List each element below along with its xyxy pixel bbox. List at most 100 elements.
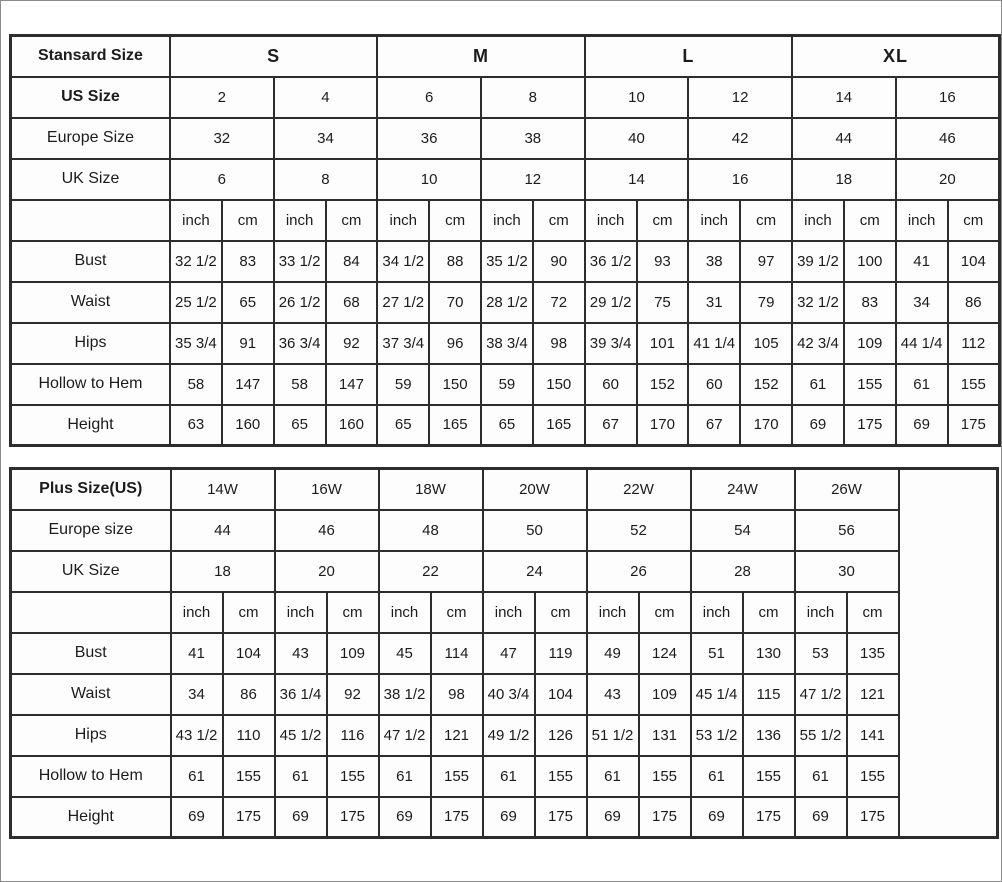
value-cell: 116 [325, 713, 380, 757]
unit-cm: cm [845, 590, 900, 634]
value-cell: 155 [637, 754, 692, 798]
size-group-m: M [376, 34, 586, 78]
value-cell: 110 [221, 713, 276, 757]
value-cell: 16W [273, 467, 380, 511]
value-cell: 135 [845, 631, 900, 675]
value-cell: 41 1/4 [687, 321, 742, 365]
table-row: Plus Size(US) 14W 16W 18W 20W 22W 24W 26W [9, 467, 999, 839]
value-cell: 58 [168, 362, 223, 406]
value-cell: 38 3/4 [479, 321, 534, 365]
value-cell: 175 [845, 795, 900, 839]
value-cell: 155 [221, 754, 276, 798]
size-group-l: L [583, 34, 793, 78]
table-row: US Size 2 4 6 8 10 12 14 16 [9, 75, 1001, 119]
value-cell: 175 [429, 795, 484, 839]
value-cell: 69 [894, 403, 949, 447]
value-cell: 124 [637, 631, 692, 675]
value-cell: 155 [946, 362, 1001, 406]
table-row: Europe Size 32 34 36 38 40 42 44 46 [9, 116, 1001, 160]
value-cell: 26 1/2 [272, 280, 327, 324]
value-cell: 69 [273, 795, 328, 839]
table-row: Europe size 44 46 48 50 52 54 56 [9, 508, 998, 552]
value-cell: 14W [169, 467, 276, 511]
standard-size-table: Stansard Size S M L XL US Size 2 4 6 8 10 12 14 16 Eur… [9, 34, 1001, 447]
value-cell: 25 1/2 [168, 280, 223, 324]
value-cell: 165 [531, 403, 586, 447]
table-row: Height 69 175 69 175 69 175 69 175 69 175 69 175 69 17… [9, 795, 998, 839]
value-cell: 39 3/4 [583, 321, 638, 365]
value-cell: 14 [790, 75, 897, 119]
value-cell: 98 [429, 672, 484, 716]
value-cell: 59 [376, 362, 431, 406]
empty-corner-cell [9, 590, 172, 634]
value-cell: 40 3/4 [481, 672, 536, 716]
value-cell: 86 [946, 280, 1001, 324]
value-cell: 83 [220, 239, 275, 283]
value-cell: 39 1/2 [790, 239, 845, 283]
value-cell: 32 1/2 [168, 239, 223, 283]
unit-inch: inch [687, 198, 742, 242]
value-cell: 10 [376, 157, 482, 201]
value-cell: 40 [583, 116, 690, 160]
empty-right-cell [897, 467, 999, 839]
value-cell: 38 1/2 [377, 672, 432, 716]
value-cell: 49 [585, 631, 640, 675]
value-cell: 104 [946, 239, 1001, 283]
value-cell: 44 [790, 116, 897, 160]
value-cell: 48 [377, 508, 484, 552]
value-cell: 12 [479, 157, 586, 201]
value-cell: 121 [429, 713, 484, 757]
value-cell: 150 [531, 362, 586, 406]
table-row: Hips 35 3/4 91 36 3/4 92 37 3/4 96 38 3/4 98 39 3… [9, 321, 1001, 365]
value-cell: 61 [894, 362, 949, 406]
value-cell: 16 [687, 157, 793, 201]
row-label-height: Height [9, 795, 172, 839]
table-row: UK Size 18 20 22 24 26 28 30 [9, 549, 998, 593]
value-cell: 65 [479, 403, 534, 447]
value-cell: 175 [533, 795, 588, 839]
table-row: Hips 43 1/2 110 45 1/2 116 47 1/2 121 49 1/2 126… [9, 713, 998, 757]
value-cell: 69 [585, 795, 640, 839]
unit-inch: inch [793, 590, 848, 634]
value-cell: 28 1/2 [479, 280, 534, 324]
plus-size-table: Plus Size(US) 14W 16W 18W 20W 22W 24W 26W Europe… [9, 467, 999, 839]
value-cell: 175 [741, 795, 796, 839]
value-cell: 72 [531, 280, 586, 324]
value-cell: 45 1/4 [689, 672, 744, 716]
value-cell: 36 1/2 [583, 239, 638, 283]
value-cell: 152 [635, 362, 690, 406]
value-cell: 18W [377, 467, 484, 511]
value-cell: 10 [583, 75, 690, 119]
unit-cm: cm [637, 590, 692, 634]
value-cell: 20 [894, 157, 1001, 201]
value-cell: 112 [946, 321, 1001, 365]
value-cell: 91 [220, 321, 275, 365]
value-cell: 105 [739, 321, 793, 365]
value-cell: 34 [894, 280, 949, 324]
value-cell: 22W [585, 467, 692, 511]
value-cell: 27 1/2 [376, 280, 431, 324]
value-cell: 83 [842, 280, 897, 324]
unit-inch: inch [272, 198, 327, 242]
value-cell: 61 [689, 754, 744, 798]
value-cell: 37 3/4 [376, 321, 431, 365]
value-cell: 61 [790, 362, 845, 406]
value-cell: 34 1/2 [376, 239, 431, 283]
value-cell: 69 [790, 403, 845, 447]
header-plus-size: Plus Size(US) [9, 467, 172, 511]
value-cell: 170 [635, 403, 690, 447]
value-cell: 46 [273, 508, 380, 552]
value-cell: 131 [637, 713, 692, 757]
value-cell: 43 [585, 672, 640, 716]
value-cell: 4 [272, 75, 379, 119]
value-cell: 79 [739, 280, 793, 324]
value-cell: 41 [894, 239, 949, 283]
unit-cm: cm [533, 590, 588, 634]
value-cell: 34 [272, 116, 379, 160]
empty-corner-cell [9, 198, 171, 242]
value-cell: 30 [793, 549, 900, 593]
value-cell: 31 [687, 280, 742, 324]
value-cell: 32 [168, 116, 275, 160]
value-cell: 29 1/2 [583, 280, 638, 324]
